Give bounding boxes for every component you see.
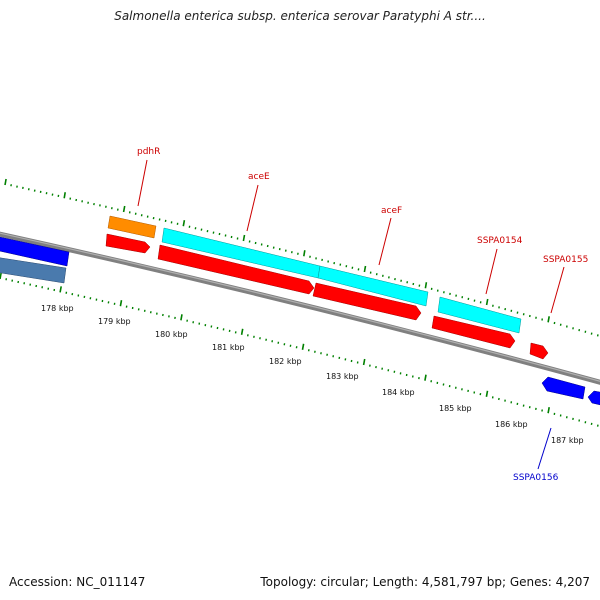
- major-tick: [485, 298, 489, 306]
- major-tick: [0, 272, 2, 280]
- major-tick: [301, 343, 305, 350]
- topology-summary: Topology: circular; Length: 4,581,797 bp…: [260, 575, 590, 589]
- scale-label: 186 kbp: [495, 420, 528, 429]
- major-tick: [242, 234, 246, 242]
- major-tick: [63, 192, 66, 199]
- cds-aceE-red[interactable]: [157, 244, 315, 295]
- gene-labels: pdhR aceE aceF SSPA0154 SSPA0155 SSPA015…: [137, 147, 588, 483]
- gene-label-aceE[interactable]: aceE: [248, 172, 270, 182]
- major-tick: [240, 328, 244, 335]
- scale-label: 183 kbp: [326, 372, 359, 381]
- major-tick: [362, 358, 366, 366]
- major-tick: [363, 265, 367, 273]
- leader-aceE: [246, 184, 259, 232]
- label-leaders: [137, 159, 565, 470]
- cds-SSPA0155-red[interactable]: [529, 342, 549, 360]
- major-tick: [303, 250, 306, 257]
- leader-pdhR: [137, 159, 148, 207]
- leader-aceF: [378, 217, 392, 266]
- scale-label: 180 kbp: [155, 330, 188, 339]
- gene-label-SSPA0155[interactable]: SSPA0155: [543, 255, 588, 265]
- scale-label: 187 kbp: [551, 436, 584, 445]
- scale-label: 181 kbp: [212, 343, 245, 352]
- accession-text: Accession: NC_011147: [9, 575, 146, 589]
- reverse-cds-track: [0, 236, 600, 406]
- cds-pdhR-red[interactable]: [105, 233, 151, 254]
- gene-label-aceF[interactable]: aceF: [381, 206, 402, 216]
- cds-right-blue[interactable]: [587, 390, 600, 406]
- scale-label: 185 kbp: [439, 404, 472, 413]
- major-tick: [485, 390, 489, 397]
- major-tick: [547, 316, 550, 323]
- major-tick: [424, 282, 428, 289]
- scale-label: 178 kbp: [41, 304, 74, 313]
- scale-label: 182 kbp: [269, 357, 302, 366]
- forward-cds-track: [105, 233, 549, 360]
- cds-aceF-red[interactable]: [312, 282, 422, 321]
- outer-tick-ring: [4, 178, 599, 337]
- major-tick: [180, 314, 183, 321]
- cds-SSPA0156-blue[interactable]: [541, 376, 586, 400]
- major-tick: [182, 220, 186, 227]
- major-tick: [4, 178, 7, 186]
- cds-left-blue[interactable]: [0, 236, 70, 267]
- scale-label: 179 kbp: [98, 317, 131, 326]
- feature-aceF-cyan[interactable]: [317, 265, 429, 307]
- major-tick: [424, 374, 427, 381]
- scale-labels: 178 kbp 179 kbp 180 kbp 181 kbp 182 kbp …: [41, 304, 584, 445]
- major-tick: [547, 407, 550, 414]
- major-tick: [59, 286, 62, 293]
- inner-tick-ring: [0, 272, 599, 427]
- genome-backbone: [0, 231, 600, 385]
- major-tick: [122, 205, 126, 213]
- cds-SSPA0154-red[interactable]: [431, 315, 516, 349]
- genome-backbone-highlight: [0, 232, 600, 382]
- feature-pdhR-orange[interactable]: [107, 215, 157, 239]
- major-tick: [119, 300, 123, 307]
- gene-label-pdhR[interactable]: pdhR: [137, 147, 160, 157]
- leader-SSPA0154: [485, 248, 498, 295]
- leader-SSPA0155: [550, 266, 565, 314]
- cds-left-steel[interactable]: [0, 257, 67, 284]
- feature-SSPA0154-cyan[interactable]: [437, 296, 522, 334]
- leader-SSPA0156: [537, 427, 552, 470]
- gene-label-SSPA0156[interactable]: SSPA0156: [513, 473, 559, 483]
- outer-feature-track: [107, 215, 522, 334]
- map-title: Salmonella enterica subsp. enterica sero…: [114, 9, 486, 23]
- scale-label: 184 kbp: [382, 388, 415, 397]
- gene-label-SSPA0154[interactable]: SSPA0154: [477, 236, 523, 246]
